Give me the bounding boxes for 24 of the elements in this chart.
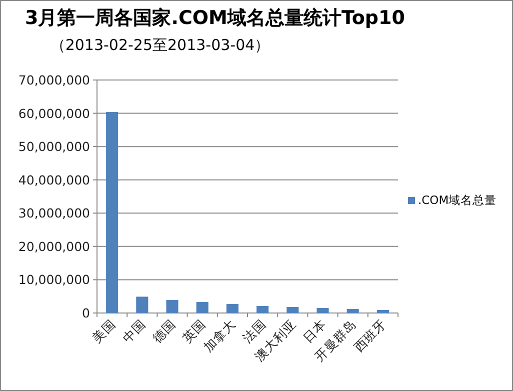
bar [196,302,208,313]
bar [166,300,178,313]
y-tick-label: 0 [82,306,90,320]
legend-label: .COM域名总量 [418,193,497,207]
y-tick-label: 60,000,000 [18,106,90,121]
chart-subtitle: （2013-02-25至2013-03-04） [50,36,270,54]
bar [256,306,269,313]
chart-title: 3月第一周各国家.COM域名总量统计Top10 [25,7,405,29]
y-tick-label: 50,000,000 [18,139,90,154]
bar [346,309,359,313]
bar [376,310,389,313]
bar [136,296,148,313]
y-tick-label: 10,000,000 [18,272,90,288]
y-tick-label: 20,000,000 [18,238,90,254]
x-tick-label: 德国 [149,316,178,346]
y-tick-label: 30,000,000 [18,206,90,221]
y-tick-label: 70,000,000 [18,72,90,88]
bar [286,307,299,313]
bar [316,308,329,313]
bar [226,304,238,313]
x-tick-label: 中国 [119,316,148,346]
x-tick-label: 美国 [89,316,118,346]
bar [106,112,118,313]
y-tick-label: 40,000,000 [18,172,90,188]
